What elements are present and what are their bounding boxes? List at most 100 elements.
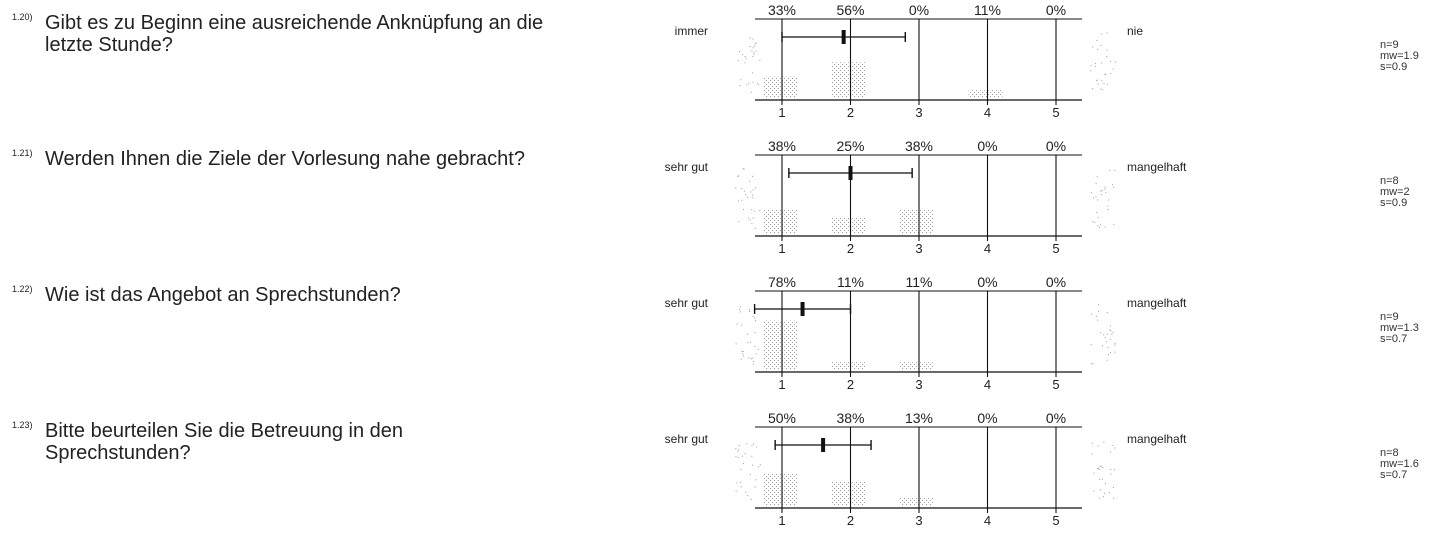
- tick-label: 5: [1052, 513, 1059, 528]
- stipple-dot: [1104, 226, 1106, 228]
- question-block: 1.20) Gibt es zu Beginn eine ausreichende…: [0, 2, 1445, 138]
- stipple-dot: [752, 315, 754, 317]
- stipple-dot: [756, 446, 758, 448]
- stipple-dot: [1110, 473, 1112, 475]
- stipple-dot: [1098, 304, 1100, 306]
- stipple-dot: [1102, 467, 1104, 469]
- stipple-dot: [751, 455, 753, 457]
- stipple-dot: [745, 84, 747, 86]
- stats-box: n=9 mw=1.9 s=0.9: [1380, 40, 1419, 73]
- stipple-dot: [737, 450, 739, 452]
- stipple-dot: [749, 310, 751, 312]
- stipple-dot: [1114, 469, 1116, 471]
- distribution-chart: 38% 1 25% 2 38% 3 0% 4 0% 5 sehr gut mangelhaft: [665, 138, 1187, 256]
- stipple-dot: [753, 53, 755, 55]
- stipple-dot: [751, 444, 753, 446]
- stipple-dot: [1111, 333, 1113, 335]
- stipple-dot: [735, 187, 737, 189]
- stat-line: n=9: [1380, 311, 1399, 323]
- tick-label: 2: [847, 241, 854, 256]
- stipple-dot: [752, 363, 754, 365]
- stipple-dot: [1091, 442, 1093, 444]
- bar-3: [900, 209, 934, 233]
- stipple-dot: [1093, 490, 1095, 492]
- stipple-dot: [735, 343, 737, 345]
- stipple-dot: [745, 193, 747, 195]
- stipple-dot: [737, 457, 739, 459]
- stipple-dot: [1114, 342, 1116, 344]
- stipple-dot: [1097, 83, 1099, 85]
- stipple-dot: [745, 491, 747, 493]
- stipple-dot: [1104, 482, 1106, 484]
- stipple-dot: [1097, 225, 1099, 227]
- stipple-dot: [1095, 196, 1097, 198]
- stipple-dot: [755, 187, 757, 189]
- stipple-dot: [743, 355, 745, 357]
- stipple-dot: [743, 168, 745, 170]
- tick-label: 2: [847, 513, 854, 528]
- bar-1: [763, 320, 797, 369]
- stat-line: mw=2: [1380, 186, 1410, 198]
- percent-label: 50%: [768, 410, 796, 426]
- mean-marker: [821, 438, 826, 452]
- stipple-dot: [759, 60, 761, 62]
- bar-2: [831, 362, 866, 369]
- stipple-dot: [754, 227, 756, 229]
- stipple-dot: [745, 57, 747, 59]
- stipple-dot: [1096, 211, 1098, 213]
- stipple-dot: [751, 209, 753, 211]
- stipple-dot: [1100, 194, 1102, 196]
- stipple-dot: [747, 342, 749, 344]
- stipple-dot: [744, 453, 746, 455]
- stipple-dot: [1101, 189, 1103, 191]
- stipple-dot: [1112, 184, 1114, 186]
- stipple-dot: [1101, 345, 1103, 347]
- percent-label: 0%: [1046, 138, 1066, 154]
- percent-label: 0%: [977, 410, 997, 426]
- stipple-dot: [747, 494, 749, 496]
- stipple-dot: [1094, 66, 1096, 68]
- stipple-dot: [751, 72, 753, 74]
- stipple-dot: [738, 309, 740, 311]
- stipple-dot: [1099, 224, 1101, 226]
- stipple-dot: [1091, 363, 1093, 365]
- stipple-dot: [742, 462, 744, 464]
- stipple-dot: [1094, 221, 1096, 223]
- bar-2: [831, 62, 866, 97]
- percent-label: 33%: [768, 2, 796, 18]
- stipple-dot: [1108, 199, 1110, 201]
- percent-label: 38%: [836, 410, 864, 426]
- stipple-dot: [1105, 73, 1107, 75]
- stipple-dot: [738, 445, 740, 447]
- bar-4: [968, 90, 1003, 97]
- bar-2: [831, 217, 866, 233]
- tick-label: 1: [778, 513, 785, 528]
- bar-2: [831, 481, 866, 505]
- stipple-dot: [1106, 333, 1108, 335]
- stipple-dot: [1106, 32, 1108, 34]
- stipple-dot: [735, 448, 737, 450]
- question-text: Werden Ihnen die Ziele der Vorlesung nah…: [45, 148, 525, 170]
- tick-label: 1: [778, 241, 785, 256]
- left-anchor-label: sehr gut: [665, 160, 709, 174]
- stipple-dot: [1097, 319, 1099, 321]
- stipple-dot: [750, 358, 752, 360]
- stipple-dot: [753, 443, 755, 445]
- tick-label: 5: [1052, 241, 1059, 256]
- tick-label: 4: [984, 105, 991, 120]
- stipple-dot: [1091, 192, 1093, 194]
- percent-label: 25%: [836, 138, 864, 154]
- stipple-dot: [747, 217, 749, 219]
- stats-box: n=8 mw=2 s=0.9: [1380, 176, 1410, 209]
- mean-marker: [841, 30, 846, 44]
- stipple-dot: [1107, 209, 1109, 211]
- stipple-dot: [755, 479, 757, 481]
- stipple-dot: [1100, 489, 1102, 491]
- stipple-dot: [1095, 80, 1097, 82]
- question-block: 1.21) Werden Ihnen die Ziele der Vorlesun…: [0, 138, 1445, 274]
- tick-label: 3: [915, 105, 922, 120]
- tick-label: 1: [778, 105, 785, 120]
- stipple-dot: [737, 60, 739, 62]
- stipple-dot: [1090, 344, 1092, 346]
- right-anchor-label: nie: [1127, 24, 1143, 38]
